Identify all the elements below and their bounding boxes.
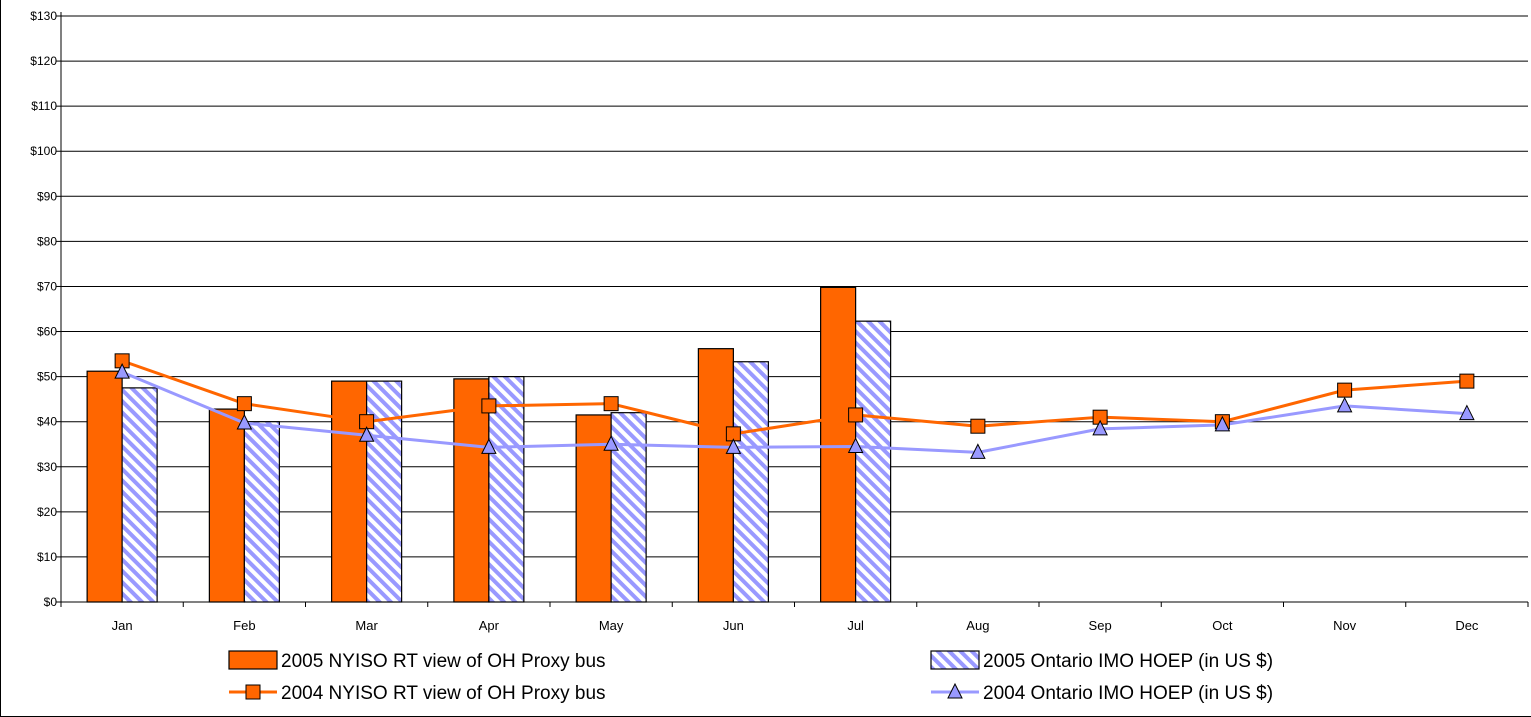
- x-tick-label: Apr: [479, 618, 500, 633]
- x-tick-label: Jun: [723, 618, 744, 633]
- line-point: [1092, 419, 1108, 436]
- legend: 2005 NYISO RT view of OH Proxy bus 2005 O…: [228, 650, 1273, 704]
- x-tick-label: May: [599, 618, 624, 633]
- y-tick-label: $100: [30, 144, 57, 158]
- legend-swatch: [930, 650, 980, 670]
- x-tick-label: Sep: [1089, 618, 1112, 633]
- bar: [855, 320, 892, 603]
- y-tick-label: $50: [37, 370, 57, 384]
- legend-label: 2004 NYISO RT view of OH Proxy bus: [281, 683, 606, 704]
- line-point: [481, 398, 497, 414]
- x-tick-label: Mar: [355, 618, 378, 633]
- legend-swatch: [228, 650, 278, 670]
- series-line: [121, 370, 1467, 454]
- y-tick-label: $20: [37, 505, 57, 519]
- line-point: [481, 438, 497, 454]
- bar: [121, 387, 158, 603]
- line-point: [1336, 396, 1353, 413]
- legend-marker: [245, 684, 261, 700]
- bar: [488, 376, 525, 603]
- line-point: [848, 407, 864, 423]
- bar: [820, 286, 857, 603]
- bar: [208, 408, 245, 603]
- bar: [732, 361, 769, 603]
- x-tick-label: Jul: [847, 618, 864, 633]
- bar: [610, 412, 647, 603]
- x-tick-label: Dec: [1455, 618, 1479, 633]
- y-tick-label: $130: [30, 9, 57, 23]
- bar: [697, 348, 734, 603]
- line-point: [1337, 382, 1353, 398]
- x-tick-label: Nov: [1333, 618, 1357, 633]
- x-axis-ticks: Jan Feb Mar Apr May Jun Jul Aug Sep Oct Nov Dec: [112, 618, 1479, 633]
- y-tick-label: $80: [37, 234, 57, 248]
- x-tick-label: Oct: [1212, 618, 1233, 633]
- line-point: [1459, 404, 1475, 421]
- line-point: [725, 438, 742, 454]
- x-tick-label: Feb: [233, 618, 255, 633]
- line-point: [970, 418, 986, 434]
- line-point: [236, 413, 253, 430]
- axes: [56, 12, 1529, 607]
- line-point: [603, 396, 619, 412]
- line-point: [1214, 415, 1231, 432]
- y-axis-ticks: $0 $10 $20 $30 $40 $50 $60 $70 $80 $90 $100 $110 $12…: [30, 9, 57, 609]
- y-tick-label: $40: [37, 415, 57, 429]
- line-point: [603, 435, 619, 451]
- legend-label: 2005 NYISO RT view of OH Proxy bus: [281, 651, 606, 672]
- y-tick-label: $0: [44, 595, 58, 609]
- line-point: [114, 362, 130, 379]
- line-point: [236, 396, 252, 412]
- series-line: [121, 359, 1467, 436]
- y-tick-label: $60: [37, 325, 57, 339]
- y-tick-label: $70: [37, 279, 57, 293]
- series-lines: [114, 353, 1475, 459]
- legend-marker: [947, 682, 963, 699]
- y-tick-label: $30: [37, 460, 57, 474]
- y-tick-label: $120: [30, 54, 57, 68]
- line-point: [358, 426, 375, 442]
- bar: [86, 370, 123, 603]
- x-tick-label: Jan: [112, 618, 133, 633]
- legend-label: 2005 Ontario IMO HOEP (in US $): [983, 651, 1273, 672]
- bar: [243, 421, 280, 603]
- legend-label: 2004 Ontario IMO HOEP (in US $): [983, 683, 1273, 704]
- line-point: [970, 443, 986, 459]
- line-point: [1459, 373, 1475, 389]
- line-point: [847, 437, 864, 453]
- y-tick-label: $10: [37, 550, 57, 564]
- gridlines: [61, 15, 1528, 558]
- y-tick-label: $90: [37, 189, 57, 203]
- y-tick-label: $110: [31, 99, 57, 113]
- x-tick-label: Aug: [966, 618, 989, 633]
